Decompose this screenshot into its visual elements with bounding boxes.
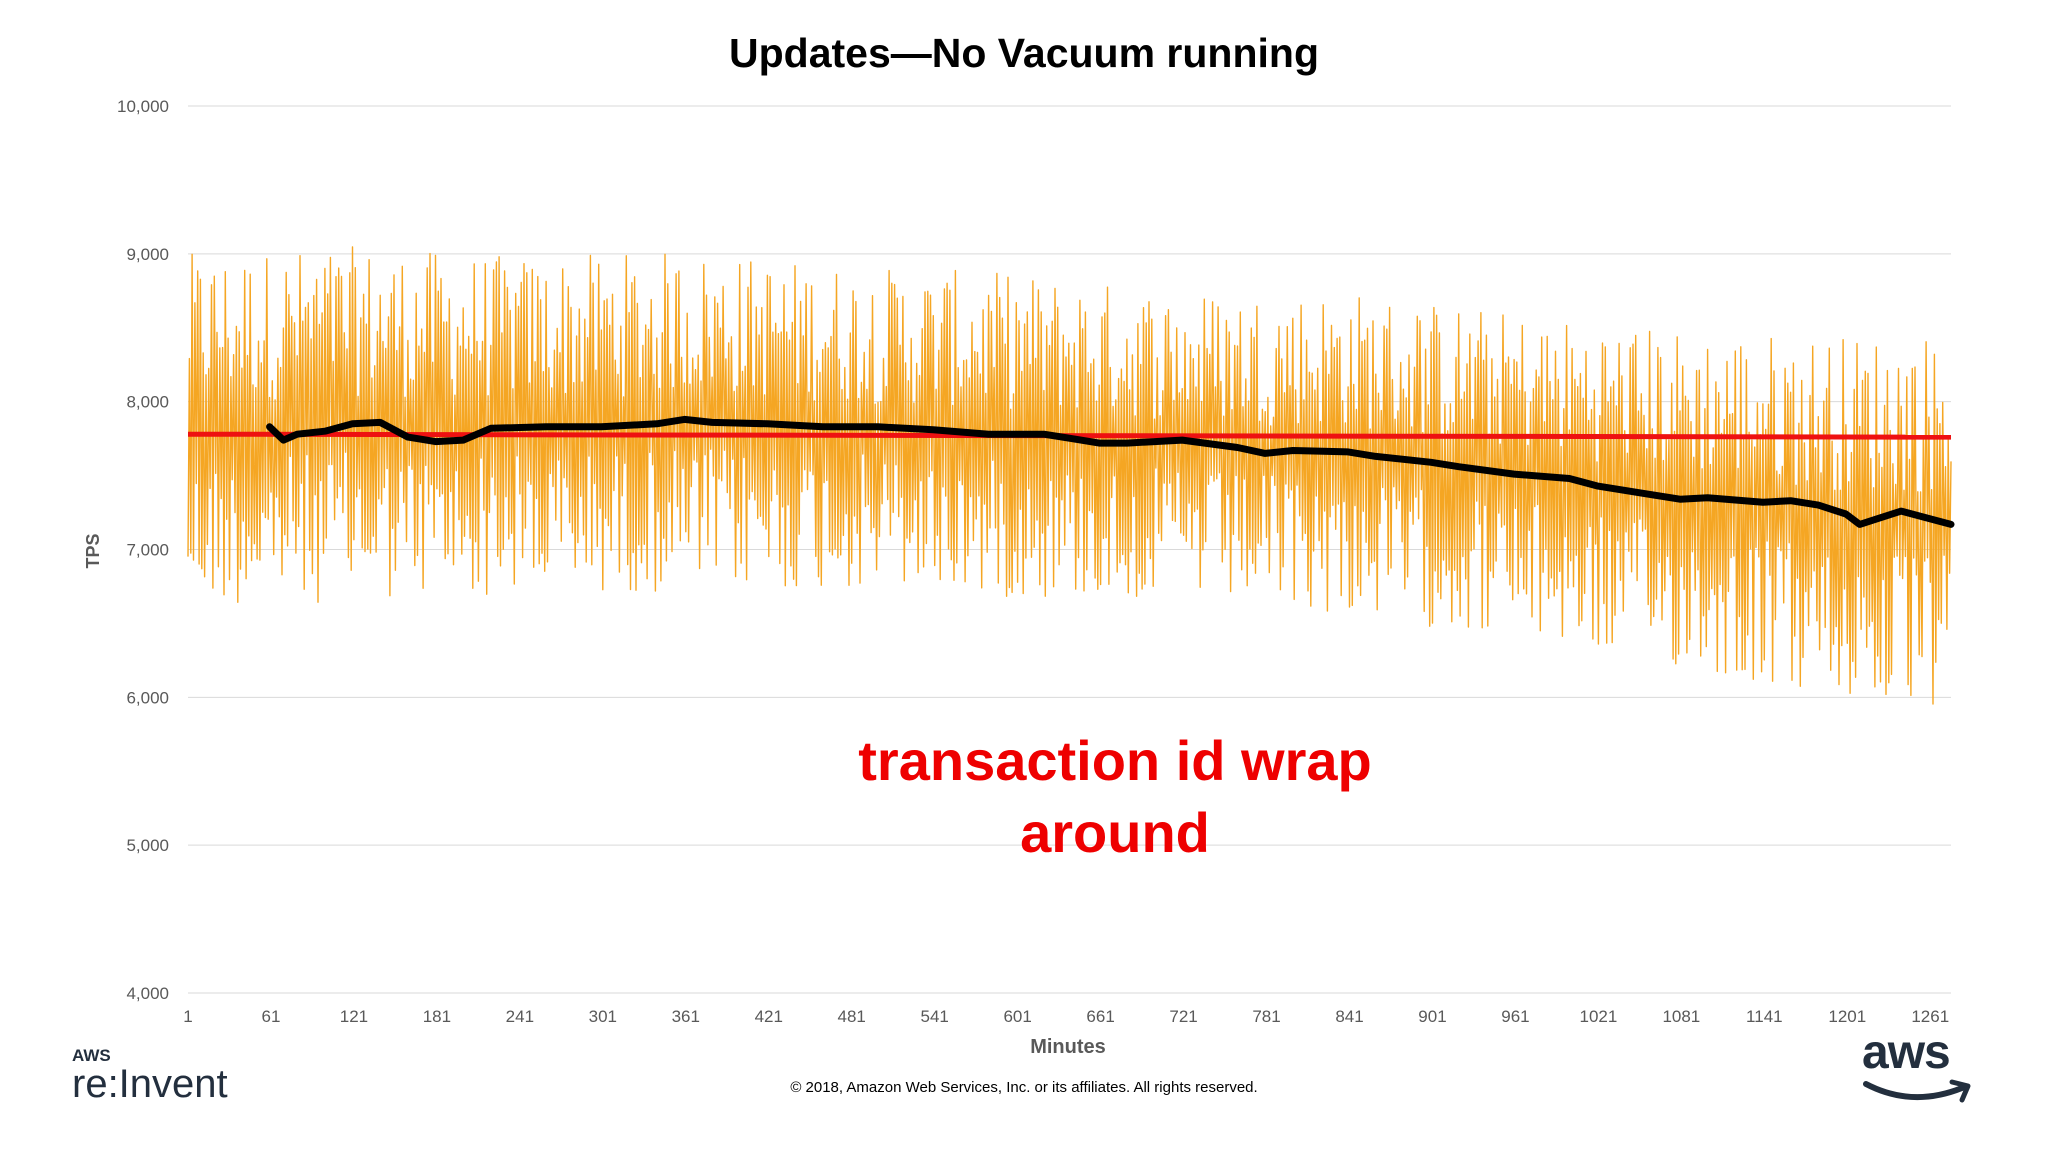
x-tick-label: 901 [1418,1007,1446,1026]
x-tick-label: 421 [755,1007,783,1026]
y-tick-label: 4,000 [126,984,169,1003]
y-axis-ticks: 4,000 5,000 6,000 7,000 8,000 9,000 10,000 [117,97,169,1003]
x-tick-label: 121 [340,1007,368,1026]
x-tick-label: 61 [262,1007,281,1026]
copyright-text: © 2018, Amazon Web Services, Inc. or its… [790,1079,1258,1096]
annotation-text: transaction id wrap around [780,725,1450,869]
series-tps [187,246,1952,705]
x-tick-label: 1081 [1662,1007,1700,1026]
reinvent-logo-text: re:Invent [72,1062,228,1106]
x-tick-label: 301 [589,1007,617,1026]
y-tick-label: 6,000 [126,688,169,707]
x-tick-label: 1201 [1828,1007,1866,1026]
y-tick-label: 8,000 [126,393,169,412]
aws-logo-text: aws [1862,1026,1951,1079]
aws-logo: aws [1862,1028,1982,1108]
x-tick-label: 601 [1003,1007,1031,1026]
x-tick-label: 541 [920,1007,948,1026]
x-tick-label: 781 [1252,1007,1280,1026]
x-tick-label: 1 [183,1007,192,1026]
x-tick-label: 481 [838,1007,866,1026]
x-tick-label: 841 [1335,1007,1363,1026]
x-tick-label: 1141 [1746,1007,1783,1026]
moving-average-line [266,415,1955,528]
y-axis-label: TPS [83,533,103,568]
x-tick-label: 181 [423,1007,451,1026]
y-tick-label: 10,000 [117,97,169,116]
x-tick-label: 241 [506,1007,534,1026]
y-tick-label: 7,000 [126,541,169,560]
x-tick-label: 721 [1169,1007,1197,1026]
gridlines [188,105,1951,994]
x-tick-label: 961 [1501,1007,1529,1026]
y-tick-label: 9,000 [126,245,169,264]
aws-smile-icon [1863,1079,1971,1103]
series-moving-average [266,415,1955,528]
tps-line [187,246,1952,705]
x-tick-label: 1261 [1911,1007,1949,1026]
x-tick-label: 361 [672,1007,700,1026]
x-tick-label: 1021 [1579,1007,1617,1026]
x-axis-label: Minutes [1030,1036,1106,1058]
x-tick-label: 661 [1086,1007,1114,1026]
reinvent-logo-aws: AWS [72,1046,111,1065]
x-axis-ticks: 1 61 121 181 241 301 361 421 481 541 601 661 721 781 8… [183,1007,1949,1026]
annotation-line-1: transaction id wrap [858,729,1372,792]
annotation-line-2: around [1020,801,1210,864]
chart-title: Updates—No Vacuum running [729,30,1319,76]
y-tick-label: 5,000 [126,836,169,855]
reinvent-logo: AWS re:Invent [72,1046,228,1106]
